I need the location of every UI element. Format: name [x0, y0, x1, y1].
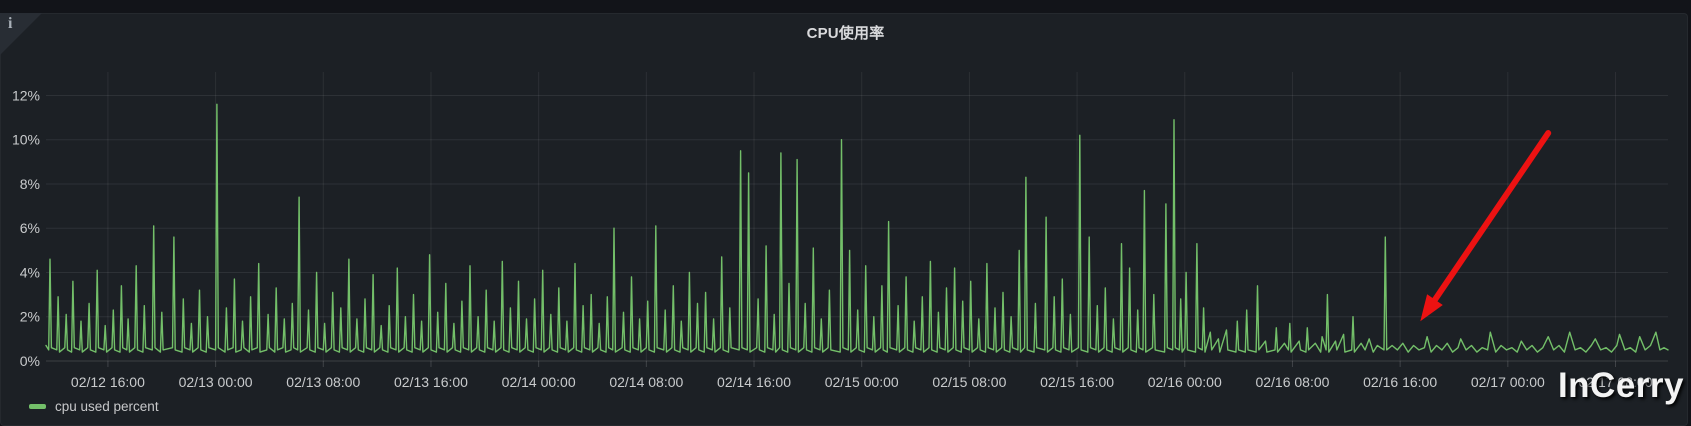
legend: cpu used percent	[29, 399, 159, 414]
panel-title[interactable]: CPU使用率	[806, 25, 885, 42]
legend-swatch[interactable]	[29, 404, 46, 409]
grafana-panel	[0, 13, 1688, 426]
legend-label[interactable]: cpu used percent	[55, 399, 159, 414]
watermark: InCerry	[1557, 366, 1684, 405]
info-icon: i	[8, 15, 13, 32]
